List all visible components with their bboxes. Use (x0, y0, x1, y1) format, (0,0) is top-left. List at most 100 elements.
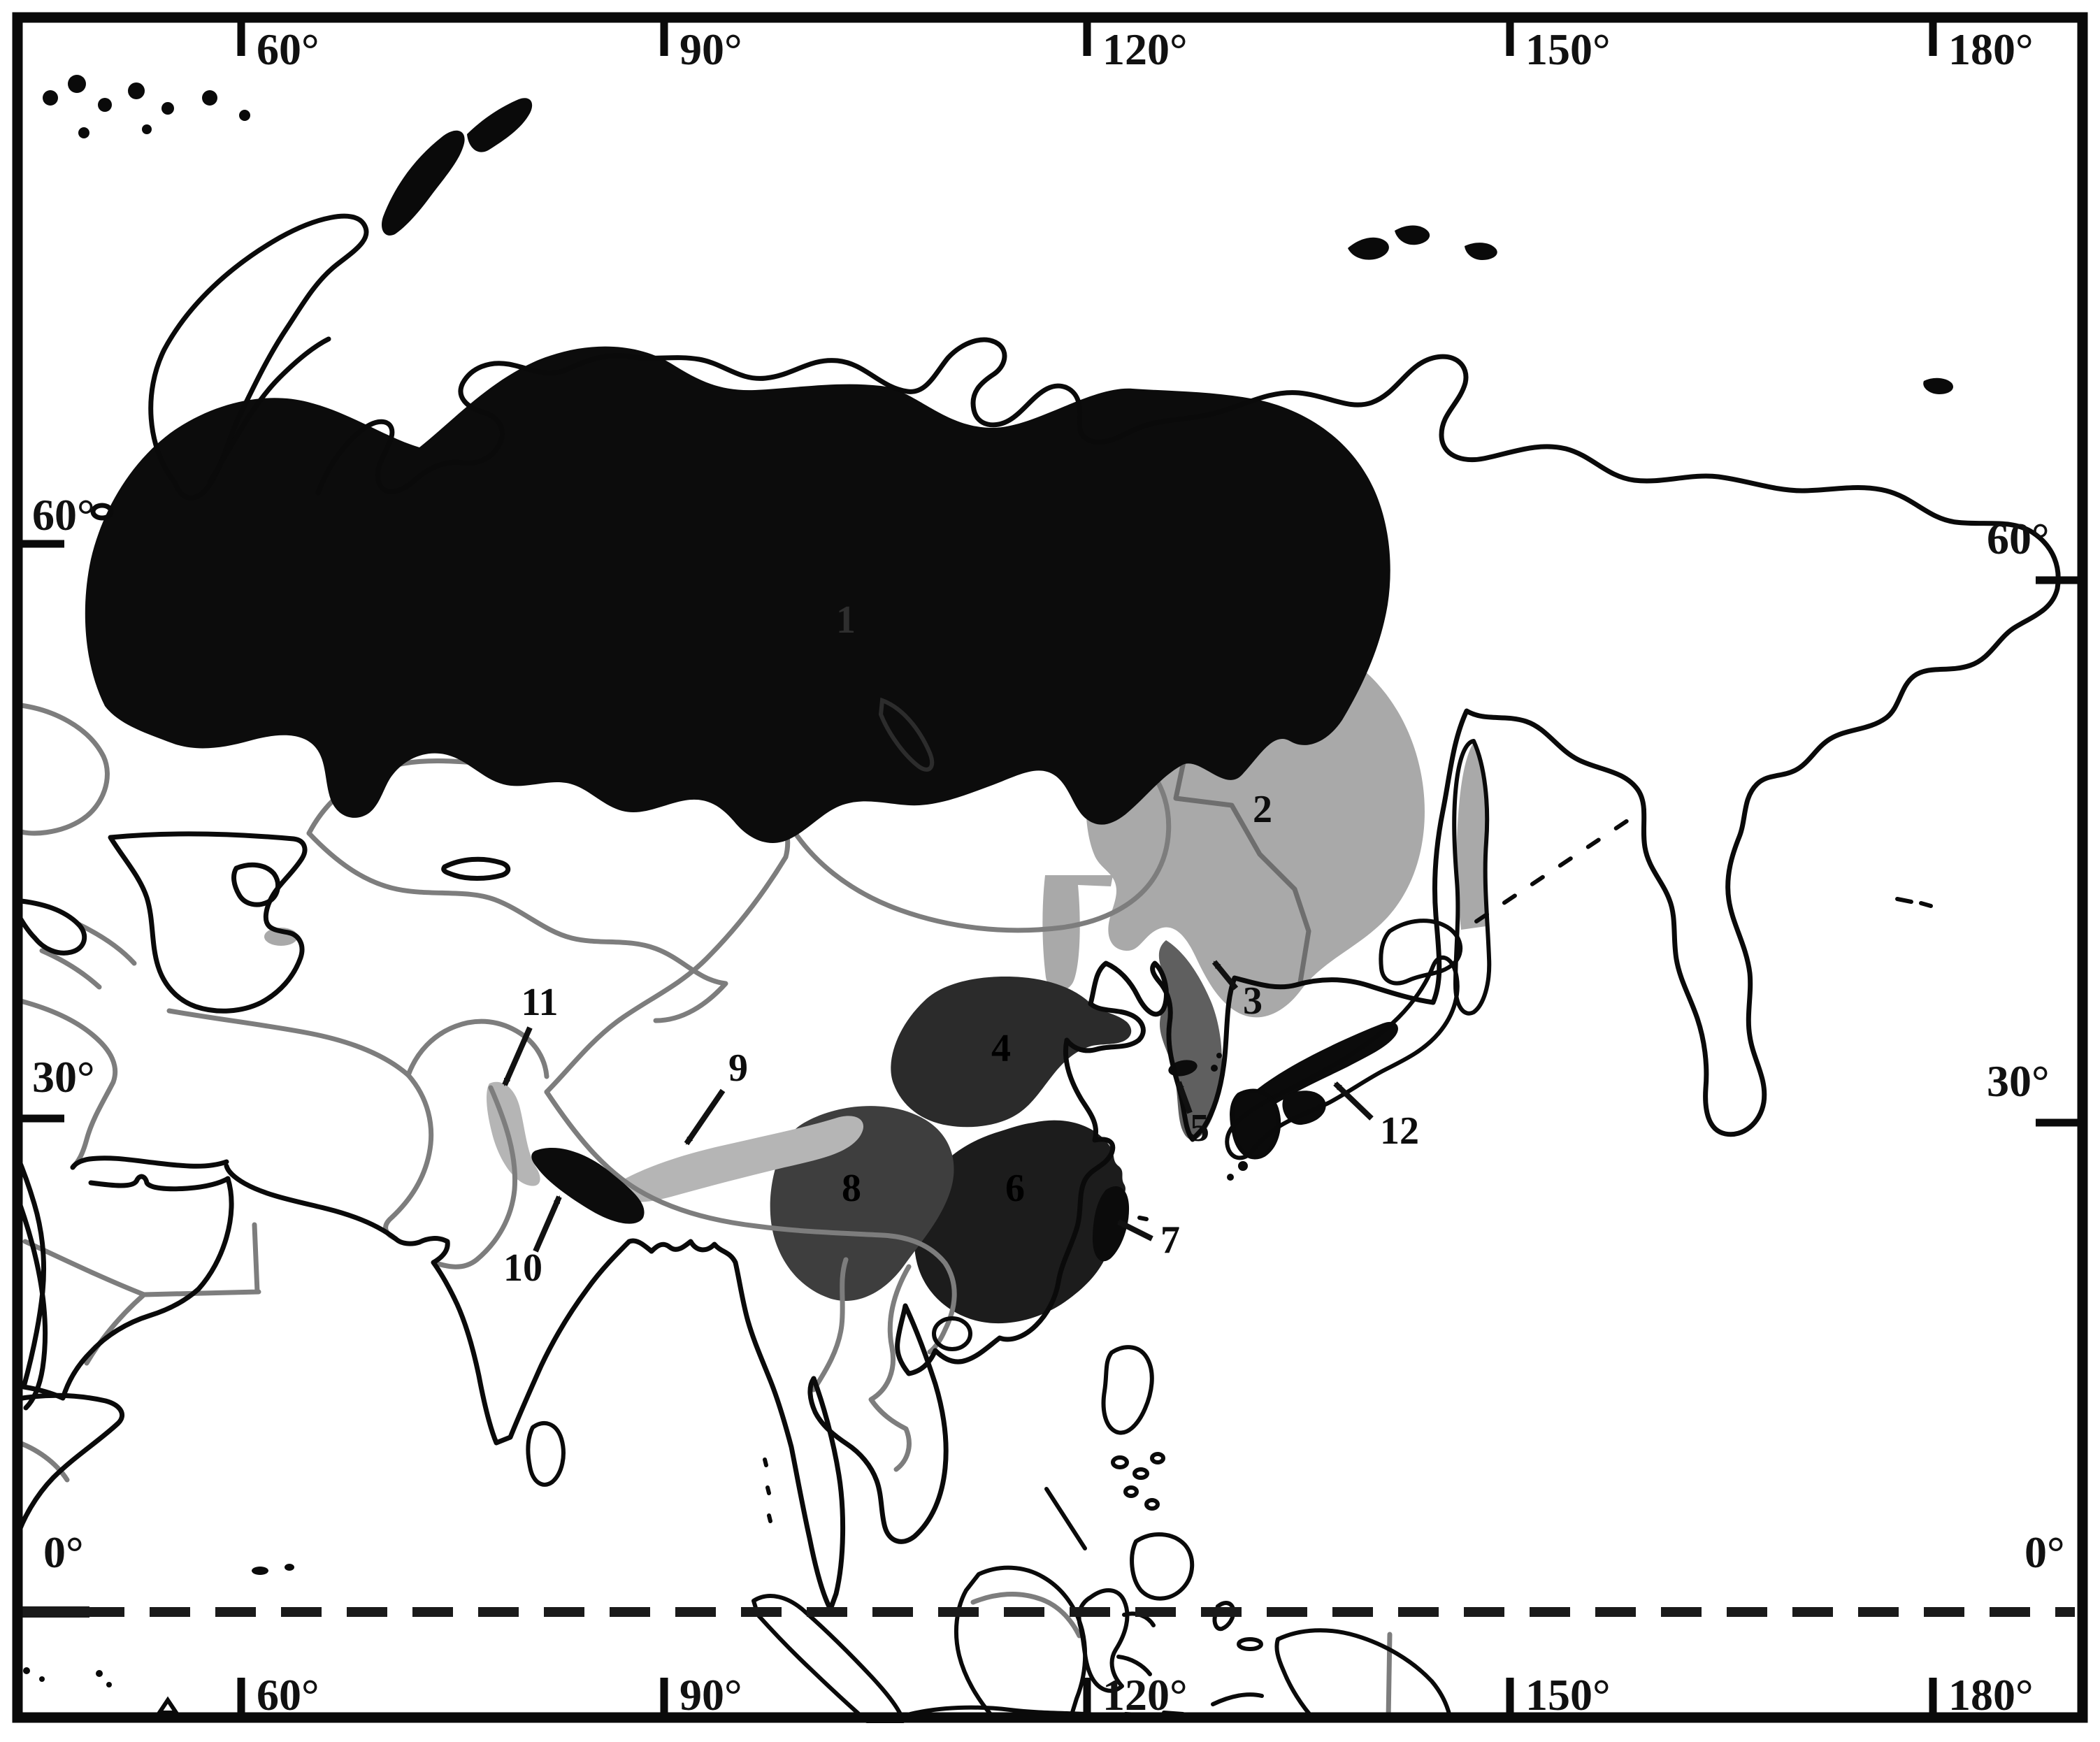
island-visayas-a (1111, 1455, 1129, 1469)
island-sri-lanka (526, 1420, 566, 1487)
island-visayas-e (1144, 1498, 1160, 1511)
bottom-tick-label: 90° (679, 1670, 742, 1720)
arrow-region-12 (1333, 1081, 1374, 1121)
island-new-siberian-c (1465, 243, 1497, 260)
island-visayas-c (1150, 1452, 1165, 1464)
island-mindanao (1130, 1532, 1195, 1601)
coast-arctic-siberia (315, 337, 2061, 1137)
island-new-siberian-a (1348, 237, 1389, 260)
islands (23, 75, 1953, 1723)
region-label-7: 7 (1160, 1218, 1180, 1262)
border-afghanistan (405, 1018, 549, 1079)
left-lat-label: 60° (32, 490, 95, 540)
border-east-europe (13, 702, 110, 836)
pacific-islands (526, 739, 1933, 1723)
region-arrows (502, 960, 1374, 1253)
range-10-area (531, 1147, 645, 1224)
black-range-fills (85, 346, 1398, 1262)
island-visayas-d (1123, 1485, 1139, 1498)
island-new-guinea (1274, 1628, 1453, 1722)
region-label-5: 5 (1190, 1107, 1209, 1150)
bottom-tick-label: 150° (1525, 1670, 1611, 1720)
island-maldive-b (39, 1676, 45, 1682)
lakes (108, 831, 511, 1014)
tsushima-islet-2 (1216, 1053, 1222, 1058)
region-label-1: 1 (836, 598, 856, 642)
coast-baltic (207, 336, 331, 485)
range-1-area (85, 346, 1390, 843)
island-sakhalin (1452, 739, 1492, 1016)
equator-label-left: 0° (43, 1527, 84, 1577)
arrow-region-9 (684, 1088, 726, 1146)
border-caucasus (39, 921, 137, 990)
island-novaya-zemlya-south (381, 130, 465, 236)
arctic-islands (43, 75, 1953, 394)
right-lat-label: 30° (1987, 1056, 2050, 1106)
lake-balkhash (441, 856, 511, 881)
island-kyushu-outline (1230, 1088, 1281, 1160)
coast-east-asia (807, 960, 1436, 1544)
island-novaya-zemlya-north (467, 98, 533, 152)
arrow-region-7 (1117, 1219, 1153, 1241)
coastlines (12, 213, 2061, 1612)
coast-black-sea (13, 898, 87, 956)
region-number-labels: 1 2 3 4 5 6 7 8 9 10 11 12 (503, 598, 1419, 1290)
right-lat-label: 60° (1987, 514, 2050, 563)
range-12-shikoku (1282, 1090, 1326, 1125)
arrow-region-5 (1176, 1081, 1193, 1114)
island-honshu (1225, 955, 1460, 1160)
range-12-islet-a (1238, 1161, 1248, 1171)
island-luzon (1101, 1345, 1154, 1435)
border-xinjiang-west (544, 854, 789, 1095)
island-commander (1895, 897, 1933, 908)
island-visayas-b (1132, 1467, 1149, 1480)
top-tick-label: 60° (257, 24, 319, 74)
island-peak (155, 1696, 180, 1715)
border-thailand-myanmar (811, 1257, 849, 1392)
island-hokkaido (1379, 919, 1462, 986)
island-sumatra (751, 1594, 905, 1723)
lake-baikal (878, 697, 935, 772)
island-palawan (1044, 1487, 1087, 1550)
top-tick-label: 90° (679, 24, 742, 74)
coast-persian-gulf (70, 1156, 231, 1192)
range-2-thumb (1042, 875, 1113, 991)
island-andaman (763, 1457, 772, 1523)
coast-south-asia (224, 1163, 846, 1612)
top-tick-label: 150° (1525, 24, 1611, 74)
border-central-asia (306, 830, 728, 1023)
island-socotra-b (285, 1564, 294, 1571)
equator-label-right: 0° (2025, 1527, 2065, 1577)
island-borneo (954, 1565, 1088, 1719)
top-tick-label: 180° (1948, 24, 2034, 74)
bottom-tick-label: 120° (1102, 1670, 1188, 1720)
region-label-6: 6 (1005, 1167, 1025, 1210)
range-7-area (1092, 1186, 1130, 1262)
island-maldive-d (106, 1682, 112, 1687)
island-taiwan-strait-dot (1137, 1216, 1149, 1221)
region-label-10: 10 (503, 1246, 542, 1290)
border-india-pakistan (431, 1085, 518, 1269)
range-3-area (1158, 940, 1222, 1140)
axis-ticks (21, 21, 2079, 1714)
lake-caspian (108, 831, 308, 1014)
region-label-9: 9 (728, 1046, 748, 1090)
island-wrangel (1923, 377, 1953, 394)
tsushima-islet (1211, 1065, 1218, 1072)
arrow-region-10 (533, 1195, 562, 1253)
range-12-kyushu (1232, 1090, 1279, 1158)
border-himalaya-south (544, 1089, 957, 1355)
island-socotra (252, 1567, 268, 1575)
region-label-4: 4 (991, 1027, 1011, 1070)
small-sea-dots (23, 1564, 294, 1715)
coast-horn-of-africa (12, 1392, 124, 1542)
border-turkey-iran (13, 997, 118, 1170)
arrow-region-3 (1211, 960, 1239, 991)
range-6-area (914, 1120, 1125, 1324)
region-label-3: 3 (1243, 979, 1263, 1023)
border-borneo (970, 1591, 1082, 1639)
range-12-islet-b (1227, 1174, 1234, 1181)
region-label-12: 12 (1380, 1109, 1419, 1153)
top-tick-label: 120° (1102, 24, 1188, 74)
